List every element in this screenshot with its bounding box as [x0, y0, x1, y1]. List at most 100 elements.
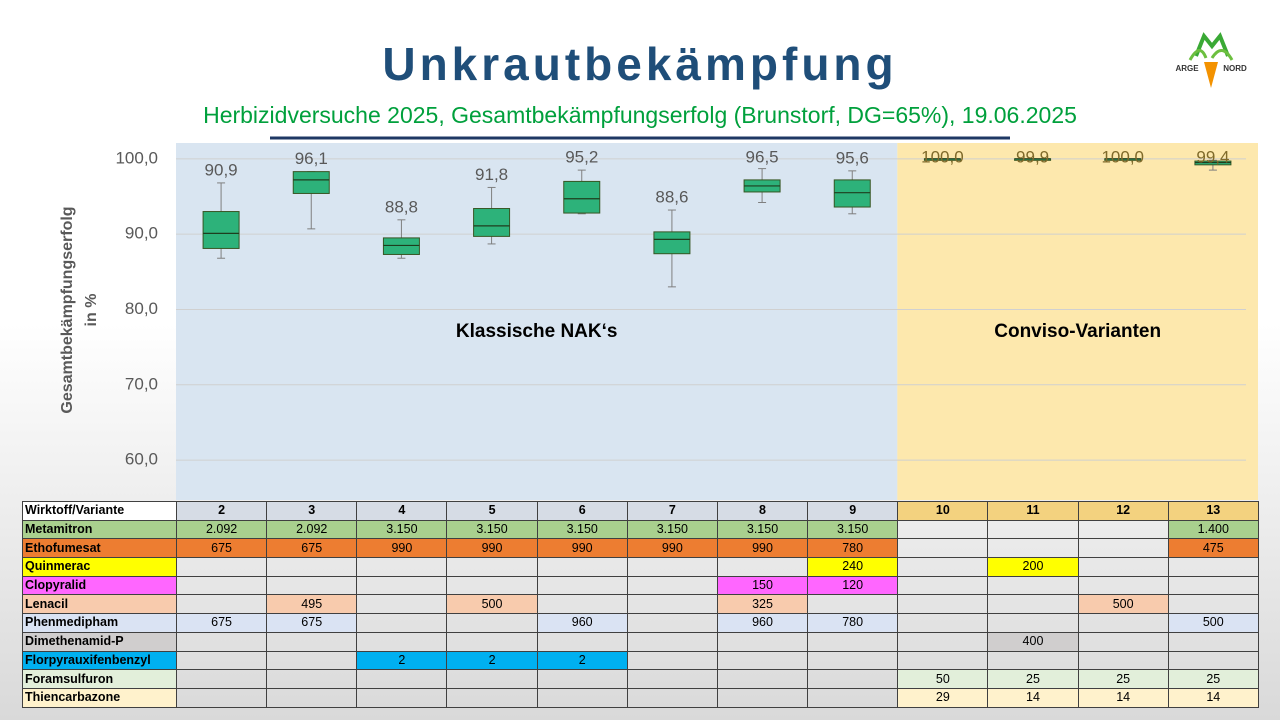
box — [653, 231, 691, 255]
table-cell — [1077, 557, 1169, 577]
table-row: Thiencarbazone 29 14 14 14 — [22, 687, 1259, 708]
column-header: 10 — [897, 501, 989, 521]
table-cell — [987, 575, 1079, 596]
table-cell: 1.400 — [1167, 519, 1259, 540]
table-cell: 29 — [897, 687, 989, 708]
table-cell: 3.150 — [356, 519, 448, 540]
table-cell: 990 — [446, 538, 538, 559]
table-cell: 990 — [626, 538, 718, 559]
corner-cell: Wirktoff/Variante — [22, 501, 177, 521]
table-cell — [446, 631, 538, 652]
table-cell — [807, 650, 899, 671]
table-cell — [1167, 631, 1259, 652]
row-name: Florpyrauxifenbenzyl — [22, 650, 177, 671]
plot-area: Klassische NAK‘s Conviso-Varianten 60,0 70,… — [115, 143, 1258, 500]
mean-label: 99,9 — [1016, 147, 1049, 166]
table-cell: 120 — [807, 575, 899, 596]
row-name: Quinmerac — [22, 557, 177, 577]
table-cell — [987, 594, 1079, 615]
table-cell — [1077, 650, 1169, 671]
table-cell — [356, 687, 448, 708]
table-cell: 990 — [716, 538, 809, 559]
region — [897, 143, 1258, 500]
mean-label: 91,8 — [475, 165, 508, 184]
table-cell — [1167, 557, 1259, 577]
logo: ARGE NORD — [1175, 32, 1247, 88]
table-cell — [446, 687, 538, 708]
table-row: Phenmedipham 675 675 960 960 780 500 — [22, 613, 1259, 633]
column-header: 5 — [446, 501, 538, 521]
table-cell — [536, 631, 628, 652]
table-cell: 325 — [716, 594, 809, 615]
table-cell: 2.092 — [266, 519, 358, 540]
table-cell: 14 — [1077, 687, 1169, 708]
table-cell — [175, 669, 268, 689]
mean-label: 95,2 — [565, 148, 598, 167]
table-cell — [446, 669, 538, 689]
table-cell — [266, 650, 358, 671]
column-header: 9 — [807, 501, 899, 521]
mean-label: 88,8 — [385, 197, 418, 216]
table-row: Foramsulfuron 50 25 25 25 — [22, 669, 1259, 689]
table-cell — [446, 613, 538, 633]
table-cell: 475 — [1167, 538, 1259, 559]
table-cell — [266, 687, 358, 708]
table-cell — [626, 669, 718, 689]
mean-label: 90,9 — [205, 160, 238, 179]
table-cell — [536, 557, 628, 577]
table-cell — [1077, 631, 1169, 652]
table-cell — [897, 519, 989, 540]
table-cell — [626, 650, 718, 671]
y-axis-label: Gesamtbekämpfungserfolg — [59, 206, 76, 413]
table-row: Metamitron 2.092 2.092 3.150 3.150 3.150 3.150… — [22, 519, 1259, 540]
table-cell — [716, 650, 809, 671]
table-cell: 500 — [1167, 613, 1259, 633]
y-tick-label: 70,0 — [125, 374, 158, 393]
region-label: Conviso-Varianten — [994, 321, 1161, 342]
table-cell — [266, 669, 358, 689]
table-cell — [1167, 575, 1259, 596]
table-row: Clopyralid 150 120 — [22, 575, 1259, 596]
table-cell: 500 — [446, 594, 538, 615]
table-cell — [1077, 519, 1169, 540]
mean-label: 95,6 — [836, 148, 869, 167]
y-tick-label: 60,0 — [125, 450, 158, 469]
table-row: Dimethenamid-P 400 — [22, 631, 1259, 652]
table-cell — [356, 557, 448, 577]
row-name: Phenmedipham — [22, 613, 177, 633]
table-cell — [897, 575, 989, 596]
column-header: 3 — [266, 501, 358, 521]
column-header: 4 — [356, 501, 448, 521]
table-cell: 400 — [987, 631, 1079, 652]
table-cell: 2 — [356, 650, 448, 671]
table-cell — [807, 594, 899, 615]
mean-label: 96,5 — [746, 147, 779, 166]
mean-label: 100,0 — [921, 147, 964, 166]
table-cell: 2.092 — [175, 519, 268, 540]
table-cell — [716, 557, 809, 577]
box — [563, 180, 601, 214]
table-cell — [536, 669, 628, 689]
box — [292, 171, 330, 194]
table-cell: 990 — [356, 538, 448, 559]
table-cell — [356, 594, 448, 615]
table-cell: 675 — [266, 613, 358, 633]
table-cell — [626, 687, 718, 708]
table-cell: 780 — [807, 613, 899, 633]
table-cell — [716, 687, 809, 708]
box — [202, 211, 240, 249]
table-cell — [897, 613, 989, 633]
table-cell — [175, 575, 268, 596]
row-name: Lenacil — [22, 594, 177, 615]
table-cell — [897, 557, 989, 577]
table-cell — [987, 613, 1079, 633]
table-cell: 675 — [266, 538, 358, 559]
row-name: Metamitron — [22, 519, 177, 540]
logo-text: NORD — [1223, 64, 1247, 73]
y-tick-label: 100,0 — [115, 148, 158, 167]
table-cell: 50 — [897, 669, 989, 689]
table-cell — [356, 669, 448, 689]
table-cell — [897, 650, 989, 671]
column-header: 8 — [716, 501, 809, 521]
table-row: Quinmerac 240 200 — [22, 557, 1259, 577]
